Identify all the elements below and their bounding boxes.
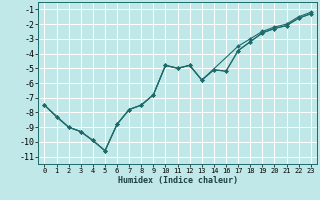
X-axis label: Humidex (Indice chaleur): Humidex (Indice chaleur)	[118, 176, 238, 185]
